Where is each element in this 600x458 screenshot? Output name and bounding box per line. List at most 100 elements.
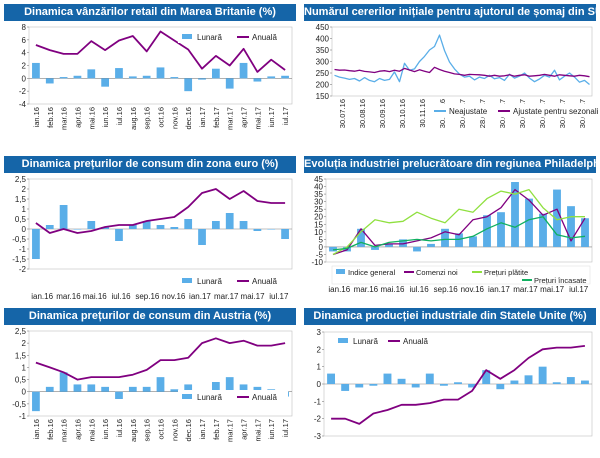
bar [369, 384, 378, 386]
x-tick-label: ian.16 [32, 419, 41, 439]
austria-cpi-chart: -1 -0,5 0 0,5 1 1,5 2 2,5 ian.16 feb.16 mar.16 apr.… [2, 326, 298, 456]
legend-label: Prețuri încasate [534, 276, 587, 285]
bar [211, 68, 220, 79]
bar [156, 67, 165, 79]
bar [87, 384, 96, 392]
series-line [35, 30, 286, 73]
x-tick-label: 30.11.16 [418, 99, 427, 128]
us-industrial-production-panel: Dinamica producției industriale din Stat… [302, 306, 598, 456]
austria-cpi-panel: Dinamica prețurilor de consum din Austri… [2, 306, 298, 456]
y-tick-label: 0,5 [15, 215, 27, 224]
bar [511, 182, 519, 247]
x-tick-label: iul.16 [111, 292, 131, 301]
bar [566, 377, 575, 384]
legend-label: Lunară [197, 33, 222, 42]
y-tick-label: 25 [314, 205, 323, 214]
legend-label: Comenzi noi [416, 268, 458, 277]
x-tick-label: mar.16 [354, 285, 379, 294]
bar [441, 228, 449, 247]
bar [101, 386, 110, 392]
y-tick-label: 250 [316, 69, 330, 78]
x-tick-label: ian.17 [198, 107, 207, 127]
series-line [332, 216, 586, 251]
x-tick-label: feb.17 [212, 419, 221, 440]
y-tick-label: 400 [316, 35, 330, 44]
y-tick-label: 350 [316, 46, 330, 55]
bar [553, 189, 561, 247]
y-tick-label: 2 [317, 345, 322, 354]
y-tick-label: 15 [314, 220, 323, 229]
y-tick-label: 300 [316, 58, 330, 67]
y-tick-label: 0 [22, 388, 27, 397]
y-tick-label: 450 [316, 23, 330, 32]
chart-svg: 150 200 250 300 350 400 450 30.07.16 30.08.16 30.… [316, 23, 598, 128]
bar [184, 78, 193, 92]
x-tick-label: aug.16 [129, 419, 138, 442]
x-tick-label: apr.16 [73, 419, 82, 440]
bar [413, 246, 421, 252]
chart-svg: -4 -2 0 2 4 6 8 ian.16 feb.16 mar.16 apr.16 mai.16 i… [19, 23, 293, 130]
bar [253, 229, 262, 231]
x-tick-label: feb.17 [212, 107, 221, 128]
y-tick-label: 200 [316, 81, 330, 90]
x-tick-label: mar.17 [226, 419, 235, 442]
bar [32, 62, 40, 79]
legend-box [178, 274, 288, 287]
y-tick-label: 0,5 [15, 376, 27, 385]
bar [469, 236, 477, 247]
bar [142, 221, 151, 229]
x-tick-label: iul.17 [281, 419, 290, 437]
y-tick-label: 1 [22, 205, 27, 214]
series-line [332, 188, 585, 256]
x-tick-label: sep.16 [143, 419, 152, 442]
eurozone-cpi-panel: Dinamica prețurilor de consum din zona e… [2, 154, 298, 304]
bar [45, 225, 54, 229]
chart-title: Dinamica vânzărilor retail din Marea Bri… [4, 4, 296, 21]
bar [128, 386, 137, 392]
x-tick-label: oct.16 [157, 419, 166, 439]
bar [357, 228, 365, 247]
x-tick-label: iul.17 [281, 107, 290, 125]
x-tick-label: iul.16 [115, 107, 124, 125]
bar [538, 366, 547, 384]
series-line [334, 66, 590, 78]
x-tick-label: iun.16 [101, 419, 110, 439]
x-tick-label: dec.16 [184, 419, 193, 442]
x-tick-label: ian.17 [189, 292, 211, 301]
y-tick-label: -0,5 [12, 235, 26, 244]
legend-swatch [182, 278, 192, 283]
y-tick-label: 1,5 [15, 195, 27, 204]
us-industrial-production-chart: -3-2-10123ian.16mar.16mai.16iul.16sep.16… [302, 326, 598, 456]
legend-label: Anuală [252, 277, 277, 286]
y-tick-label: -5 [316, 250, 324, 259]
philadelphia-fed-panel: Evoluția industriei prelucrătoare din re… [302, 154, 598, 304]
series-line [334, 34, 590, 86]
philadelphia-fed-chart: -10 -5 0 5 10 15 20 25 30 35 40 45 ian.16 mar.16 mai.1… [302, 174, 598, 304]
legend-box [178, 390, 288, 403]
x-tick-label: mai.16 [380, 285, 405, 294]
y-tick-label: 1 [317, 363, 322, 372]
x-tick-label: 30.09.16 [378, 99, 387, 128]
bar [128, 225, 137, 229]
bar [170, 389, 179, 392]
x-tick-label: iun.17 [267, 107, 276, 127]
x-tick-label: iul.16 [410, 285, 430, 294]
y-tick-label: -1 [19, 412, 27, 421]
x-tick-label: sep.16 [135, 292, 160, 301]
bar [225, 78, 234, 89]
x-tick-label: apr.17 [240, 107, 249, 128]
bar [198, 78, 206, 80]
plot-frame [28, 178, 293, 270]
y-tick-label: 2 [22, 62, 27, 71]
x-tick-label: ian.16 [328, 285, 350, 294]
bar [115, 229, 123, 241]
x-tick-label: mar.17 [226, 107, 235, 130]
bar [59, 205, 68, 229]
x-tick-label: dec.16 [184, 107, 193, 130]
y-tick-label: -2 [314, 415, 322, 424]
y-tick-label: -2 [19, 265, 27, 274]
us-jobless-claims-chart: 150 200 250 300 350 400 450 30.07.16 30.08.16 30.… [302, 22, 598, 152]
plot-frame [331, 26, 593, 97]
series-line [332, 188, 586, 256]
bar [329, 246, 337, 252]
